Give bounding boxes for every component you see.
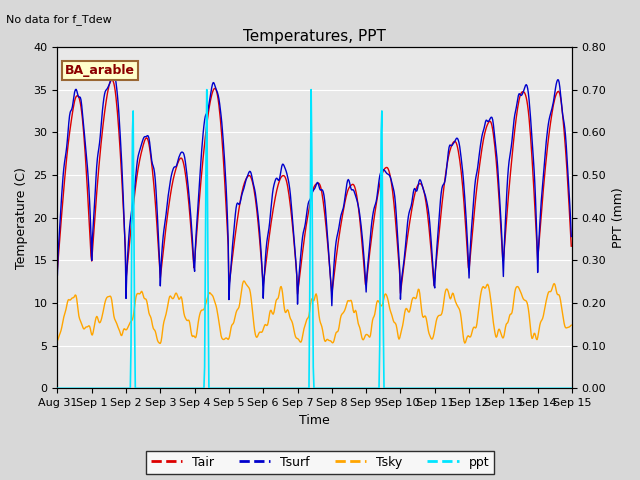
Legend: Tair, Tsurf, Tsky, ppt: Tair, Tsurf, Tsky, ppt <box>146 451 494 474</box>
Y-axis label: PPT (mm): PPT (mm) <box>612 187 625 248</box>
Text: BA_arable: BA_arable <box>65 64 135 77</box>
X-axis label: Time: Time <box>300 414 330 427</box>
Y-axis label: Temperature (C): Temperature (C) <box>15 167 28 269</box>
Text: No data for f_Tdew: No data for f_Tdew <box>6 14 112 25</box>
Title: Temperatures, PPT: Temperatures, PPT <box>243 29 386 44</box>
